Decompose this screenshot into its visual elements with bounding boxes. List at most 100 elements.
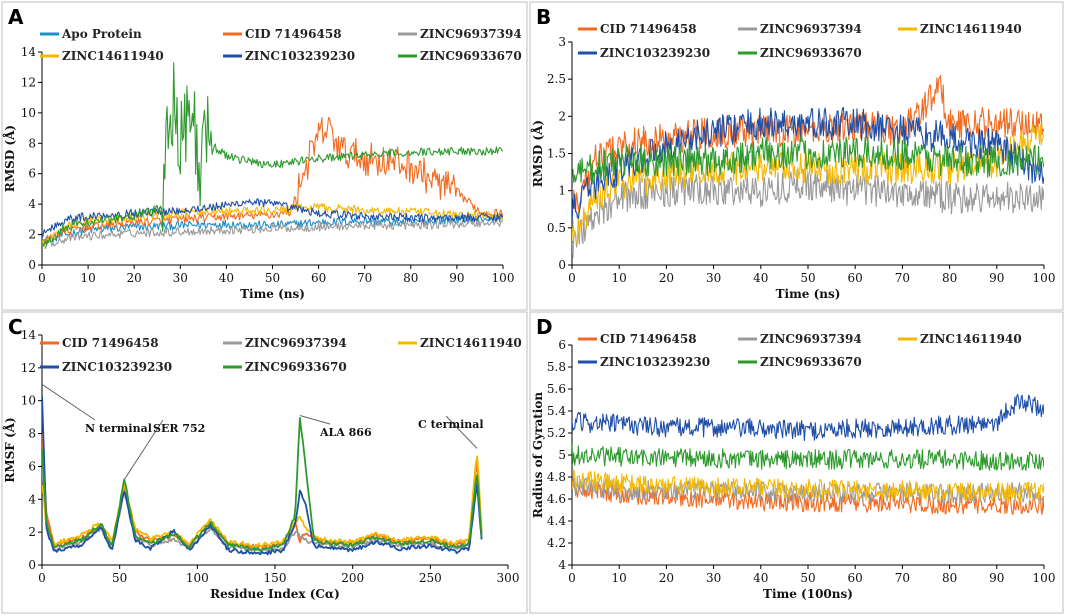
series-line-zinc14611940 [572, 469, 1044, 502]
annotation-leader [123, 419, 164, 480]
legend-label: CID 71496458 [600, 22, 697, 36]
x-tick-label: 30 [706, 271, 721, 285]
panel-letter: A [8, 5, 24, 29]
annotation-leader [445, 415, 478, 449]
x-axis-label: Time (ns) [240, 287, 305, 301]
y-tick-label: 0 [28, 558, 36, 572]
panel-b: B 0 10 20 30 40 50 60 70 80 90 100 0 0.5 1 1.5 2 2.5 3 Time… [529, 1, 1064, 311]
x-tick-label: 10 [612, 271, 627, 285]
x-tick-label: 90 [989, 271, 1004, 285]
x-tick-label: 50 [800, 271, 815, 285]
x-tick-label: 40 [753, 271, 768, 285]
x-tick-label: 20 [659, 571, 674, 585]
y-tick-label: 5.6 [547, 382, 566, 396]
legend-label: ZINC96933670 [245, 360, 347, 374]
series-line-apo-protein [42, 213, 503, 247]
y-tick-label: 5.4 [547, 404, 566, 418]
panel-letter: D [536, 315, 553, 339]
y-tick-label: 5 [558, 448, 566, 462]
x-tick-label: 80 [942, 571, 957, 585]
x-tick-label: 0 [568, 271, 576, 285]
y-tick-label: 5.8 [547, 360, 566, 374]
legend-label: CID 71496458 [600, 332, 697, 346]
y-tick-label: 4.4 [547, 514, 566, 528]
legend-label: ZINC96937394 [760, 22, 862, 36]
x-tick-label: 300 [497, 571, 520, 585]
x-tick-label: 250 [419, 571, 442, 585]
panel-d: D 0 10 20 30 40 50 60 70 80 90 100 4 4.2 4.4 4.6 4.8 5 5.2… [529, 311, 1064, 614]
series-line-cid-71496458 [572, 74, 1044, 213]
y-tick-label: 8 [28, 136, 36, 150]
panel-a: A 0 10 20 30 40 50 60 70 80 90 100 0 2 4 6 8 10 12 14 Time (… [1, 1, 528, 311]
legend-label: ZINC96937394 [420, 27, 522, 41]
legend-label: ZINC14611940 [920, 22, 1022, 36]
x-tick-label: 70 [895, 271, 910, 285]
legend-label: ZINC103239230 [600, 355, 710, 369]
panel-c: C 0 50 100 150 200 250 300 0 2 4 6 8 10 12 14 Residue In… [1, 311, 528, 614]
x-tick-label: 40 [219, 271, 234, 285]
y-axis-label: RMSF (Å) [2, 417, 17, 482]
legend-label: Apo Protein [61, 27, 142, 41]
x-tick-label: 70 [357, 271, 372, 285]
x-tick-label: 0 [38, 271, 46, 285]
panel-frame [1, 311, 528, 614]
x-tick-label: 100 [1033, 271, 1056, 285]
legend-label: CID 71496458 [62, 336, 159, 350]
panel-letter: C [8, 315, 23, 339]
annotation-label: C terminal [418, 418, 484, 431]
y-tick-label: 4.6 [547, 492, 566, 506]
y-tick-label: 4.2 [547, 536, 566, 550]
x-tick-label: 90 [989, 571, 1004, 585]
series-line-cid-71496458 [42, 116, 503, 247]
annotation-leader [41, 383, 96, 421]
x-tick-label: 70 [895, 571, 910, 585]
y-tick-label: 10 [21, 394, 36, 408]
series-line-zinc96937394 [42, 218, 503, 250]
series-line-zinc103239230 [572, 106, 1044, 228]
y-tick-label: 12 [21, 75, 36, 89]
y-tick-label: 3 [558, 35, 566, 49]
legend-label: ZINC14611940 [920, 332, 1022, 346]
x-tick-label: 60 [848, 571, 863, 585]
x-tick-label: 10 [80, 271, 95, 285]
legend-label: ZINC96933670 [420, 49, 522, 63]
annotation-leader [299, 415, 331, 425]
y-tick-label: 8 [28, 427, 36, 441]
y-tick-label: 0.5 [547, 221, 566, 235]
panel-frame [1, 1, 528, 311]
y-tick-label: 5.2 [547, 426, 566, 440]
y-tick-label: 4 [558, 558, 566, 572]
x-axis-label: Time (ns) [776, 287, 841, 301]
x-tick-label: 30 [706, 571, 721, 585]
y-tick-label: 6 [28, 459, 36, 473]
y-tick-label: 12 [21, 361, 36, 375]
x-tick-label: 100 [186, 571, 209, 585]
y-tick-label: 14 [21, 45, 37, 59]
legend-label: ZINC96937394 [245, 336, 347, 350]
x-tick-label: 90 [449, 271, 464, 285]
x-tick-label: 100 [492, 271, 515, 285]
x-tick-label: 30 [173, 271, 188, 285]
x-tick-label: 80 [942, 271, 957, 285]
legend-label: ZINC14611940 [420, 336, 522, 350]
y-tick-label: 0 [28, 258, 36, 272]
series-line-zinc103239230 [572, 393, 1044, 442]
legend-label: ZINC96937394 [760, 332, 862, 346]
x-tick-label: 80 [403, 271, 418, 285]
y-axis-label: RMSD (Å) [2, 125, 17, 192]
y-tick-label: 0 [558, 258, 566, 272]
series-line-zinc96933670 [42, 62, 503, 247]
y-tick-label: 4 [28, 492, 36, 506]
x-tick-label: 200 [341, 571, 364, 585]
series-line-zinc96933670 [572, 136, 1044, 185]
x-tick-label: 150 [264, 571, 287, 585]
series-line-zinc103239230 [42, 198, 503, 239]
legend-label: CID 71496458 [245, 27, 342, 41]
y-axis-label: RMSD (Å) [530, 120, 545, 187]
series-line-zinc96937394 [572, 477, 1044, 504]
y-tick-label: 2.5 [547, 72, 566, 86]
y-tick-label: 6 [558, 338, 566, 352]
series-line-cid-71496458 [572, 479, 1044, 515]
